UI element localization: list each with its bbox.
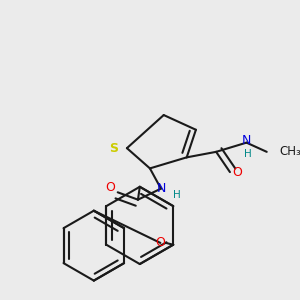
Text: O: O	[232, 166, 242, 178]
Text: N: N	[242, 134, 251, 147]
Text: H: H	[244, 149, 251, 159]
Text: O: O	[105, 181, 115, 194]
Text: O: O	[155, 236, 165, 249]
Text: H: H	[173, 190, 181, 200]
Text: CH₃: CH₃	[280, 145, 300, 158]
Text: S: S	[110, 142, 118, 155]
Text: N: N	[156, 182, 166, 195]
